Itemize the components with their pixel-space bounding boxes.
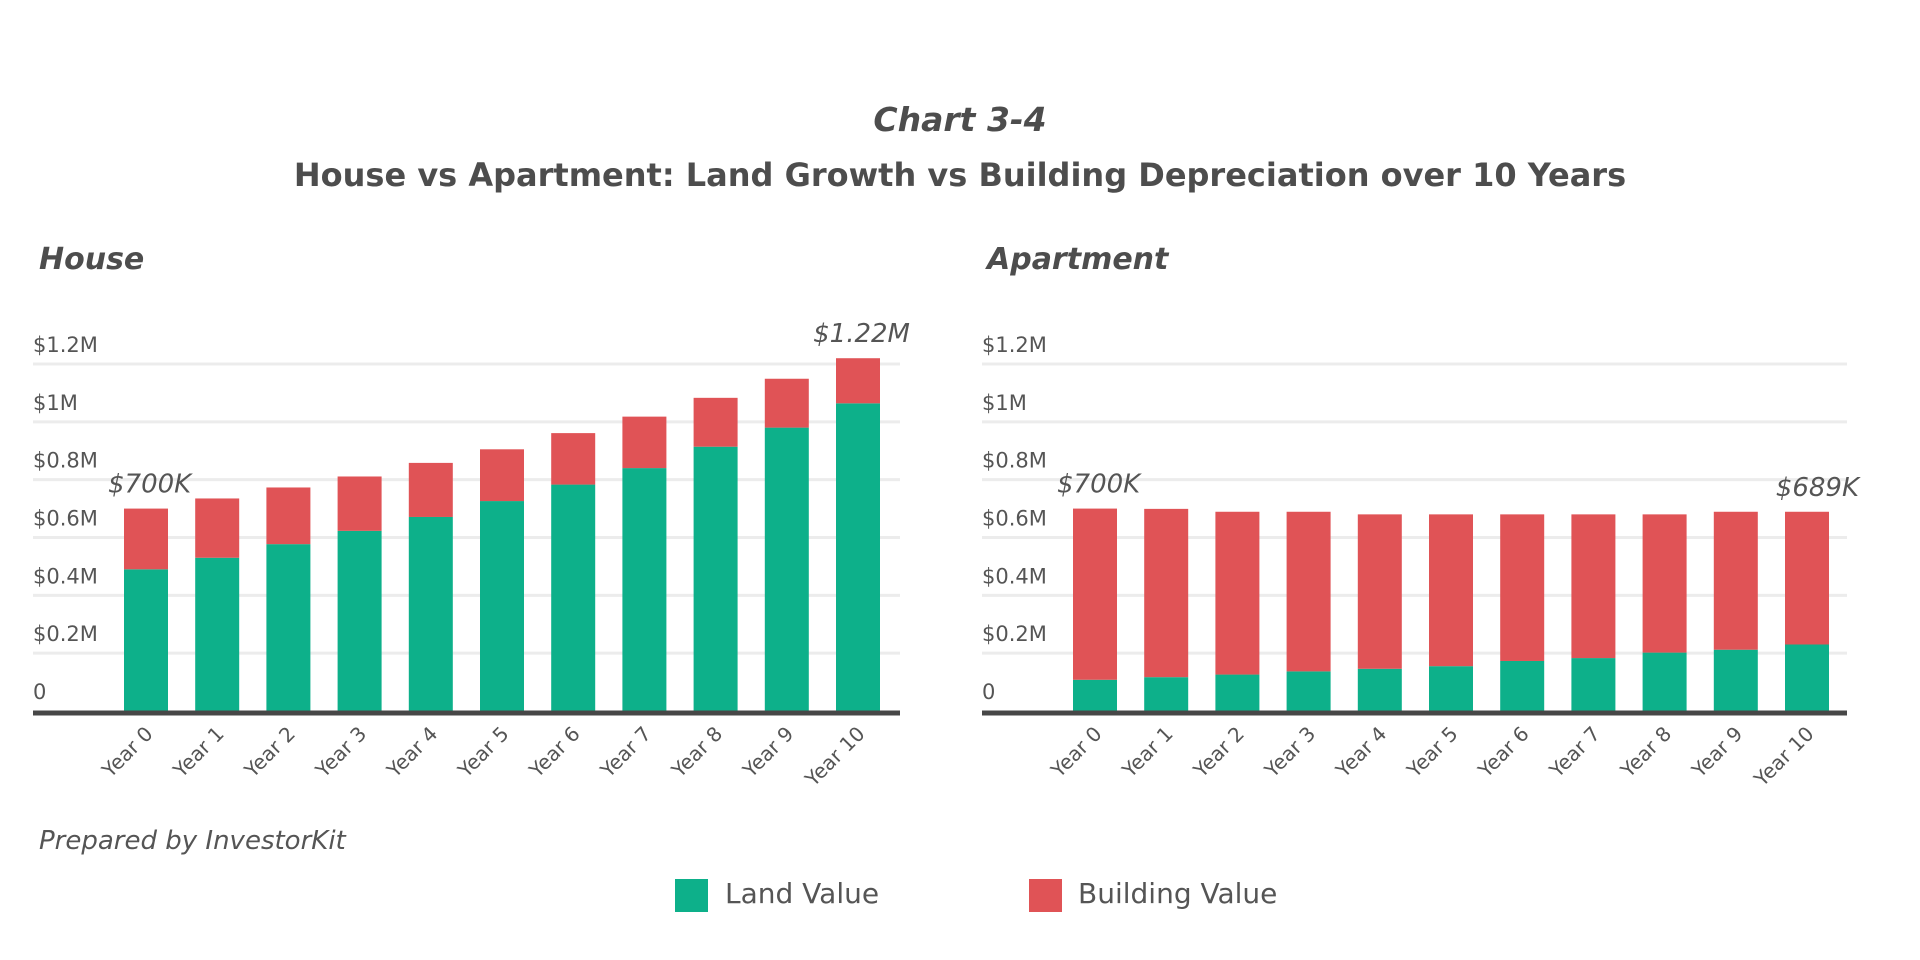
house-ytick-label: $0.4M [33, 564, 98, 588]
legend-label-land: Land Value [725, 877, 880, 910]
apartment-xtick-label: Year 8 [1615, 722, 1676, 783]
apartment-bar-building [1144, 508, 1189, 678]
apartment-ytick-label: 0 [982, 680, 995, 704]
house-bar-land [337, 530, 382, 711]
apartment-bar-building [1286, 511, 1331, 672]
apartment-annotation: $700K [1057, 470, 1142, 500]
house-bar-land [836, 403, 880, 711]
apartment-xtick-label: Year 5 [1401, 722, 1462, 783]
house-bar-land [764, 427, 809, 711]
apartment-xtick-label: Year 0 [1045, 722, 1106, 783]
apartment-ytick-label: $0.8M [982, 449, 1047, 473]
apartment-xtick-label: Year 9 [1686, 722, 1747, 783]
apartment-bar-building [1500, 514, 1545, 661]
apartment-panel-title: Apartment [987, 242, 1169, 277]
legend-swatch-building [1029, 879, 1062, 912]
house-bar-building [480, 449, 524, 502]
apartment-bar-land [1500, 660, 1545, 711]
house-ytick-label: $0.8M [33, 449, 98, 473]
apartment-bar-building [1073, 508, 1117, 680]
apartment-ytick-label: $1.2M [982, 333, 1047, 357]
apartment-ytick-label: $0.6M [982, 507, 1047, 531]
house-bar-land [266, 544, 311, 711]
house-bar-building [337, 476, 382, 531]
house-bar-building [266, 487, 311, 545]
apartment-ytick-label: $0.4M [982, 564, 1047, 588]
house-bar-building [551, 433, 596, 485]
apartment-bar-building [1571, 514, 1616, 659]
apartment-xtick-label: Year 3 [1259, 722, 1320, 783]
apartment-ytick-label: $1M [982, 391, 1027, 415]
apartment-bar-land [1785, 644, 1829, 711]
legend-label-building: Building Value [1078, 877, 1278, 910]
apartment-xtick-label: Year 7 [1544, 722, 1605, 783]
apartment-bar-land [1642, 652, 1687, 711]
house-ytick-label: $0.2M [33, 622, 98, 646]
apartment-annotation: $689K [1776, 473, 1861, 503]
apartment-bar-land [1286, 671, 1331, 711]
house-bar-building [622, 416, 667, 469]
apartment-bar-building [1429, 514, 1473, 667]
apartment-bar-building [1642, 514, 1687, 653]
house-bar-land [622, 468, 667, 711]
legend-swatch-land [675, 879, 708, 912]
apartment-xtick-label: Year 2 [1188, 722, 1249, 783]
house-bar-land [124, 569, 168, 711]
house-bar-building [764, 378, 809, 428]
chart-number: Chart 3-4 [873, 100, 1047, 139]
house-ytick-label: $1.2M [33, 333, 98, 357]
apartment-bar-land [1713, 649, 1758, 711]
footer-credit: Prepared by InvestorKit [39, 826, 346, 856]
house-bar-building [836, 358, 880, 404]
house-bar-land [693, 446, 738, 711]
house-bar-building [693, 397, 738, 447]
apartment-bar-land [1571, 658, 1616, 711]
house-annotation: $1.22M [813, 319, 910, 349]
house-annotation: $700K [108, 470, 193, 500]
house-bar-land [408, 516, 453, 711]
house-bar-building [408, 462, 453, 517]
apartment-bar-building [1357, 514, 1402, 669]
apartment-bar-land [1429, 666, 1473, 711]
apartment-bar-building [1713, 511, 1758, 650]
house-bar-building [124, 508, 168, 570]
house-ytick-label: 0 [33, 680, 46, 704]
house-bar-land [551, 484, 596, 711]
apartment-xtick-label: Year 4 [1330, 722, 1391, 783]
chart-title: House vs Apartment: Land Growth vs Build… [293, 156, 1627, 194]
house-bar-land [195, 557, 240, 711]
apartment-ytick-label: $0.2M [982, 622, 1047, 646]
house-bar-land [480, 501, 524, 711]
apartment-xtick-label: Year 10 [1748, 722, 1818, 792]
apartment-bar-land [1144, 677, 1189, 711]
house-panel-title: House [39, 242, 145, 277]
apartment-xtick-label: Year 6 [1473, 722, 1534, 783]
apartment-xtick-label: Year 1 [1117, 722, 1178, 783]
house-ytick-label: $0.6M [33, 507, 98, 531]
apartment-bar-building [1215, 511, 1260, 675]
house-ytick-label: $1M [33, 391, 78, 415]
apartment-bar-land [1215, 674, 1260, 711]
apartment-bar-land [1073, 679, 1117, 711]
apartment-bar-land [1357, 668, 1402, 711]
house-bar-building [195, 498, 240, 558]
apartment-bar-building [1785, 511, 1829, 645]
